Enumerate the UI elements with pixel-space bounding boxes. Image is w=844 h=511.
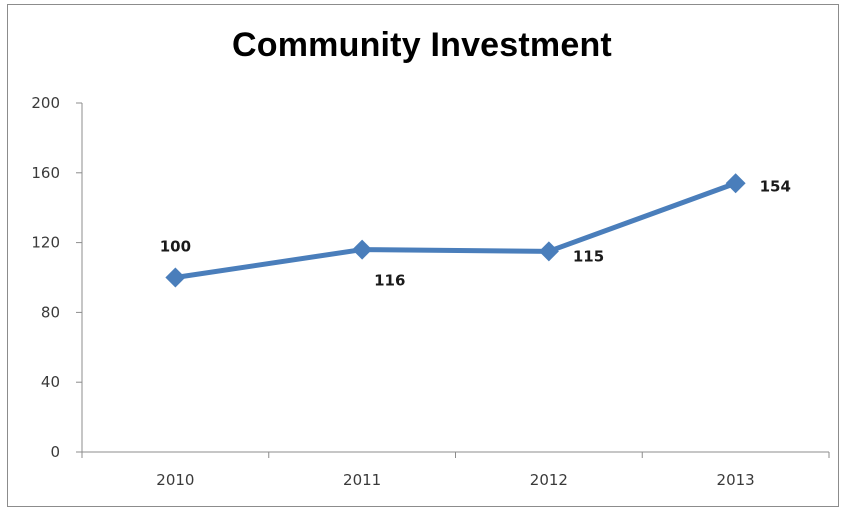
- y-tick-label: 40: [41, 373, 60, 391]
- data-label: 115: [573, 247, 604, 265]
- series-line: [172, 180, 739, 280]
- x-tick-label: 2010: [156, 471, 194, 489]
- x-tick-label: 2013: [717, 471, 755, 489]
- data-label: 154: [760, 177, 791, 195]
- y-tick-label: 120: [31, 234, 60, 252]
- data-label: 100: [160, 238, 191, 256]
- y-tick-label: 200: [31, 94, 60, 112]
- data-point-marker: [725, 173, 746, 194]
- data-point-marker: [352, 239, 373, 260]
- chart-title: Community Investment: [232, 26, 612, 64]
- data-label: 116: [374, 272, 405, 290]
- data-point-marker: [538, 241, 559, 262]
- y-tick-label: 80: [41, 303, 60, 321]
- y-tick-label: 0: [50, 443, 60, 461]
- x-tick-label: 2012: [530, 471, 568, 489]
- chart-frame: [7, 4, 839, 507]
- data-point-marker: [165, 267, 186, 288]
- y-tick-label: 160: [31, 164, 60, 182]
- x-tick-label: 2011: [343, 471, 381, 489]
